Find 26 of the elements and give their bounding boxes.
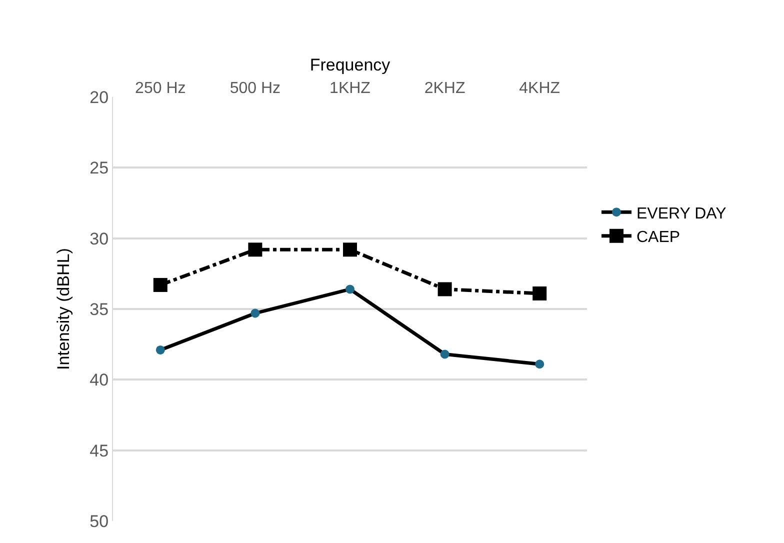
legend-label: CAEP <box>636 229 680 246</box>
y-axis-title: Intensity (dBHL) <box>54 248 74 370</box>
y-tick-label: 40 <box>90 370 109 390</box>
y-tick-label: 25 <box>90 158 109 178</box>
x-tick-label: 4KHZ <box>519 80 560 97</box>
x-tick-label: 500 Hz <box>230 80 281 97</box>
x-tick-label: 250 Hz <box>135 80 186 97</box>
point <box>438 282 452 296</box>
legend-label: EVERY DAY <box>636 205 727 222</box>
y-tick-label: 35 <box>90 300 109 319</box>
y-tick-label: 30 <box>90 229 109 248</box>
x-axis-title: Frequency <box>310 55 391 74</box>
point <box>440 350 450 359</box>
point <box>346 284 354 294</box>
y-tick-label: 50 <box>90 512 109 531</box>
x-tick-label: 1KHZ <box>330 80 371 97</box>
y-tick-label: 20 <box>90 88 109 107</box>
point <box>153 278 168 292</box>
point <box>535 360 544 369</box>
point <box>532 286 547 300</box>
point <box>156 345 165 354</box>
point <box>343 242 357 257</box>
point <box>250 308 260 318</box>
x-tick-label: 2KHZ <box>424 80 466 97</box>
point <box>248 242 262 257</box>
y-tick-label: 45 <box>90 441 109 460</box>
